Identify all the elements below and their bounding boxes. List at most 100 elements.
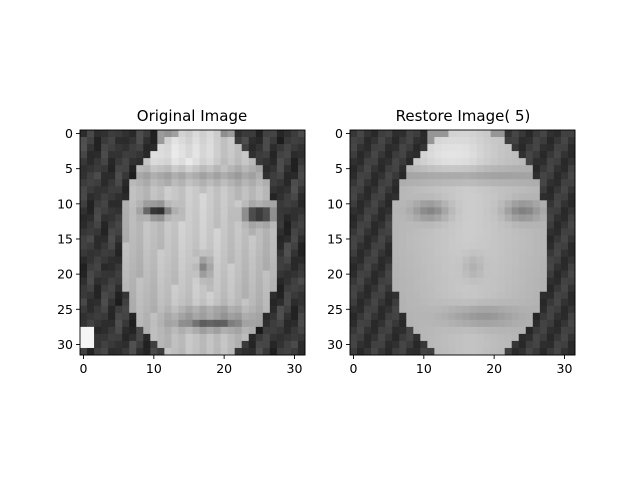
image-pixel <box>241 207 250 215</box>
image-pixel <box>553 151 562 159</box>
image-pixel <box>150 284 158 293</box>
image-pixel <box>220 242 229 250</box>
image-pixel <box>283 172 292 180</box>
image-pixel <box>87 326 95 335</box>
image-pixel <box>420 298 428 307</box>
image-pixel <box>525 158 534 166</box>
image-pixel <box>406 137 414 145</box>
image-pixel <box>483 298 492 307</box>
image-pixel <box>115 151 123 159</box>
y-tick-label: 5 <box>335 161 343 176</box>
y-tick-label: 30 <box>327 337 343 352</box>
image-pixel <box>546 249 555 257</box>
image-pixel <box>248 263 257 272</box>
image-pixel <box>269 137 278 145</box>
image-pixel <box>178 270 186 279</box>
image-pixel <box>136 284 144 293</box>
image-pixel <box>129 221 137 229</box>
image-pixel <box>385 221 393 229</box>
image-pixel <box>241 151 250 159</box>
image-pixel <box>150 144 158 152</box>
image-pixel <box>546 179 555 187</box>
image-pixel <box>122 319 130 328</box>
image-pixel <box>504 137 513 145</box>
image-pixel <box>227 186 236 194</box>
image-pixel <box>371 326 379 335</box>
image-pixel <box>101 298 109 307</box>
image-pixel <box>350 249 358 257</box>
image-pixel <box>122 144 130 152</box>
image-pixel <box>469 207 477 215</box>
image-pixel <box>385 284 393 293</box>
image-pixel <box>357 256 365 264</box>
image-pixel <box>476 277 484 286</box>
image-pixel <box>136 158 144 166</box>
image-pixel <box>504 200 513 208</box>
image-pixel <box>248 249 257 257</box>
y-tick-label: 25 <box>327 302 343 317</box>
image-pixel <box>80 193 88 201</box>
image-pixel <box>87 172 95 180</box>
image-pixel <box>234 137 243 145</box>
image-pixel <box>192 186 200 194</box>
image-pixel <box>469 249 477 257</box>
image-pixel <box>234 242 243 250</box>
image-pixel <box>199 179 207 187</box>
image-pixel <box>420 158 428 166</box>
image-pixel <box>164 340 172 349</box>
image-pixel <box>178 144 186 152</box>
image-pixel <box>94 165 102 173</box>
image-pixel <box>101 312 109 321</box>
image-pixel <box>371 277 379 286</box>
image-pixel <box>262 319 271 328</box>
image-pixel <box>143 172 151 180</box>
image-pixel <box>290 340 299 349</box>
image-pixel <box>497 214 506 222</box>
image-pixel <box>469 221 477 229</box>
image-pixel <box>490 347 499 356</box>
image-pixel <box>80 214 88 222</box>
image-pixel <box>255 228 264 236</box>
image-pixel <box>178 319 186 328</box>
image-pixel <box>420 172 428 180</box>
image-pixel <box>371 263 379 272</box>
image-pixel <box>539 214 548 222</box>
image-pixel <box>385 249 393 257</box>
image-pixel <box>497 221 506 229</box>
image-pixel <box>511 158 520 166</box>
image-pixel <box>115 228 123 236</box>
image-pixel <box>350 319 358 328</box>
image-pixel <box>490 242 499 250</box>
image-pixel <box>378 256 386 264</box>
image-pixel <box>413 186 421 194</box>
image-pixel <box>490 144 499 152</box>
image-pixel <box>483 207 492 215</box>
image-pixel <box>178 130 186 138</box>
image-pixel <box>248 277 257 286</box>
image-pixel <box>455 347 463 356</box>
image-pixel <box>234 165 243 173</box>
image-pixel <box>115 172 123 180</box>
image-pixel <box>392 200 400 208</box>
image-pixel <box>518 172 527 180</box>
image-pixel <box>420 312 428 321</box>
image-pixel <box>227 137 236 145</box>
image-pixel <box>553 270 562 279</box>
image-pixel <box>476 151 484 159</box>
image-pixel <box>525 130 534 138</box>
image-pixel <box>199 207 207 215</box>
image-pixel <box>385 340 393 349</box>
image-pixel <box>469 277 477 286</box>
image-pixel <box>241 221 250 229</box>
image-pixel <box>220 193 229 201</box>
image-pixel <box>241 235 250 243</box>
image-pixel <box>122 165 130 173</box>
image-pixel <box>553 277 562 286</box>
image-pixel <box>364 263 372 272</box>
image-pixel <box>164 235 172 243</box>
image-pixel <box>206 256 214 264</box>
image-pixel <box>455 186 463 194</box>
image-pixel <box>413 340 421 349</box>
image-pixel <box>546 214 555 222</box>
image-pixel <box>276 347 285 356</box>
